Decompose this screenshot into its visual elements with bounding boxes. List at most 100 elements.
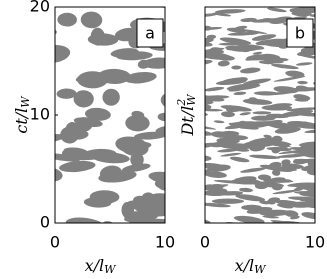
blob [57,12,77,27]
blob [208,164,231,172]
blob [219,37,252,45]
blob [263,134,272,138]
blob [240,67,261,74]
y-axis-label-sub: W [19,95,32,108]
blob [130,152,144,167]
blob [75,117,93,132]
blob [304,203,315,209]
blob [221,111,235,118]
blob [240,167,267,173]
blob [226,83,261,91]
blob [280,0,298,5]
blob [208,141,228,146]
x-axis-label-sub: W [104,263,117,276]
blob [245,54,273,61]
y-axis-label: ct/lW [12,95,33,134]
blob [222,77,245,83]
x-axis-label-main: x/l [85,256,105,275]
blob [272,189,299,195]
blob [115,136,148,154]
blob [306,164,315,170]
blob [252,51,263,55]
blob [226,27,247,33]
blob [80,11,103,29]
blob [286,0,315,6]
x-tick-label: 0 [50,233,60,252]
blob [316,75,327,81]
blob [270,220,302,223]
blob [83,197,112,208]
blob [266,0,282,6]
blob [227,31,260,36]
blob [157,112,165,122]
blob [257,174,272,181]
blob [60,126,79,144]
blob [214,9,246,14]
blob [205,129,214,136]
blob [306,168,315,176]
blob [225,45,250,52]
panel-label: a [145,24,155,43]
blob [315,221,326,226]
blob [228,225,237,228]
blob [212,12,232,17]
blob [271,63,299,70]
blob [233,91,247,96]
blob [77,71,108,89]
blob [239,112,251,116]
blob [56,88,77,99]
blob [292,158,308,165]
panel-label-box [136,18,164,48]
blob [316,182,327,189]
blob [233,215,265,223]
x-axis-label-main: x/l [235,256,255,275]
blob [273,76,306,82]
blob [36,134,55,149]
blob [301,212,315,220]
blob [273,86,299,94]
y-tick-label: 20 [30,0,50,16]
blob [124,211,152,223]
blob [194,149,204,155]
blob [205,13,207,20]
blob [235,194,266,202]
x-axis-label: x/lW [85,256,118,277]
blob [205,13,218,18]
blob [102,88,120,106]
blob [205,183,224,191]
y-axis-label-main: Dt/l [178,106,197,137]
blob [299,193,315,198]
blob [270,103,293,108]
blob [211,198,245,204]
blob [205,59,213,66]
blob [231,65,242,70]
panel-label: b [295,24,305,43]
blob [242,98,273,105]
blob [217,148,239,153]
blob [287,120,315,129]
blob [251,34,277,41]
blob [276,203,294,209]
blob [205,155,212,162]
blob [304,129,315,134]
blob [142,57,165,69]
blob [205,98,213,101]
blob [220,105,252,112]
blob [205,47,225,55]
x-tick-label: 10 [155,233,175,252]
blob [211,131,230,138]
blob [205,56,231,60]
blob [278,46,287,49]
blob [281,159,291,166]
blob [124,71,157,84]
blob [110,48,139,58]
blob [249,154,281,159]
blob [289,7,301,12]
blob [303,158,315,165]
blob [265,183,279,188]
blob [318,224,327,229]
blob [155,124,165,135]
blob [205,171,227,178]
blob [193,190,204,194]
